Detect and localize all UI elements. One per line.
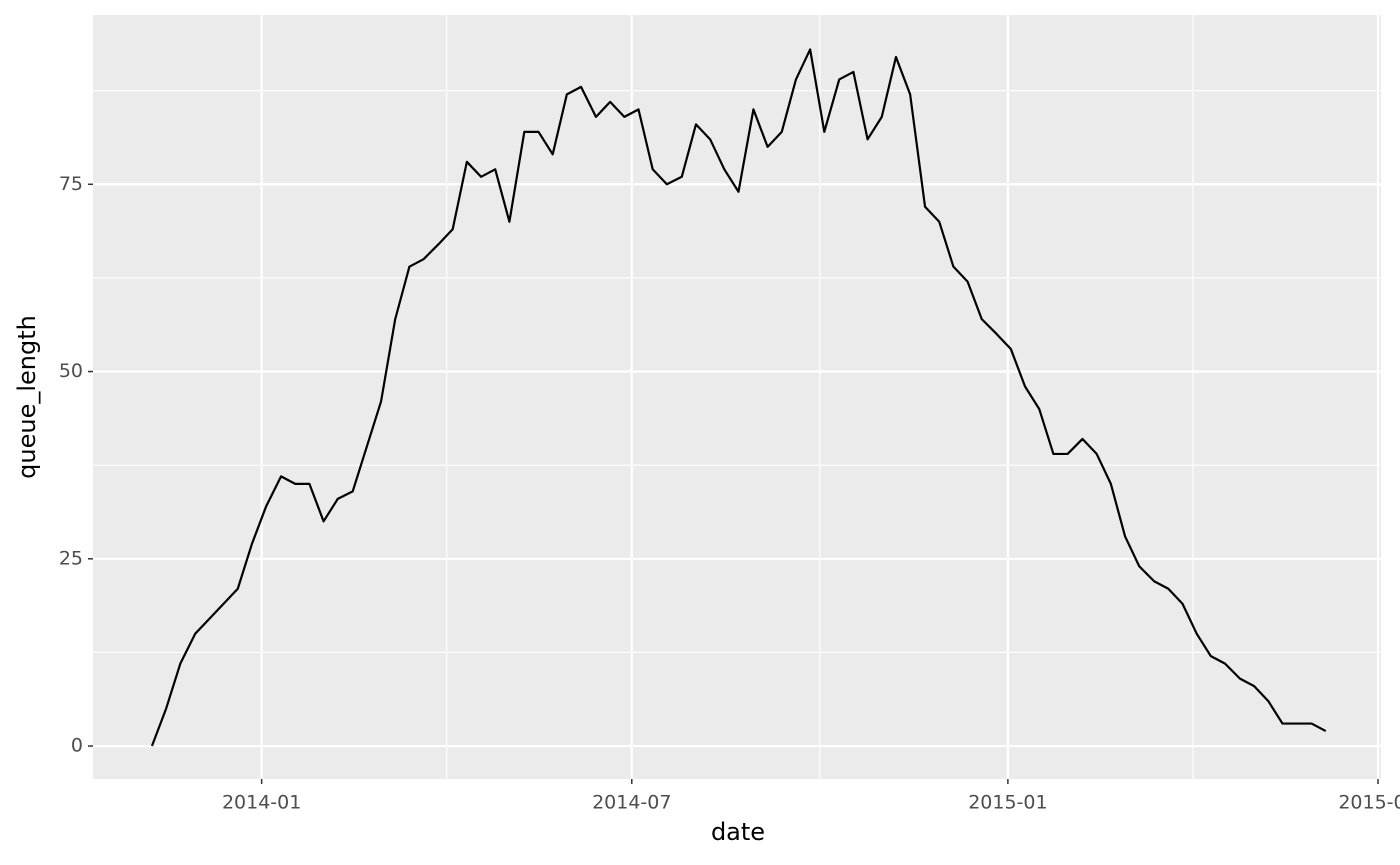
x-tick-label: 2015-07 <box>1338 792 1400 814</box>
x-tick-label: 2014-07 <box>592 792 671 814</box>
y-axis-title: queue_length <box>13 315 41 479</box>
y-tick-label: 25 <box>59 547 83 569</box>
x-axis-title: date <box>711 818 765 846</box>
line-series <box>150 48 1327 747</box>
x-tick-label: 2015-01 <box>968 792 1047 814</box>
y-tick-label: 0 <box>71 735 83 757</box>
plot-panel <box>93 15 1381 779</box>
y-tick-label: 75 <box>59 173 83 195</box>
y-tick-label: 50 <box>59 360 83 382</box>
x-tick-label: 2014-01 <box>222 792 301 814</box>
